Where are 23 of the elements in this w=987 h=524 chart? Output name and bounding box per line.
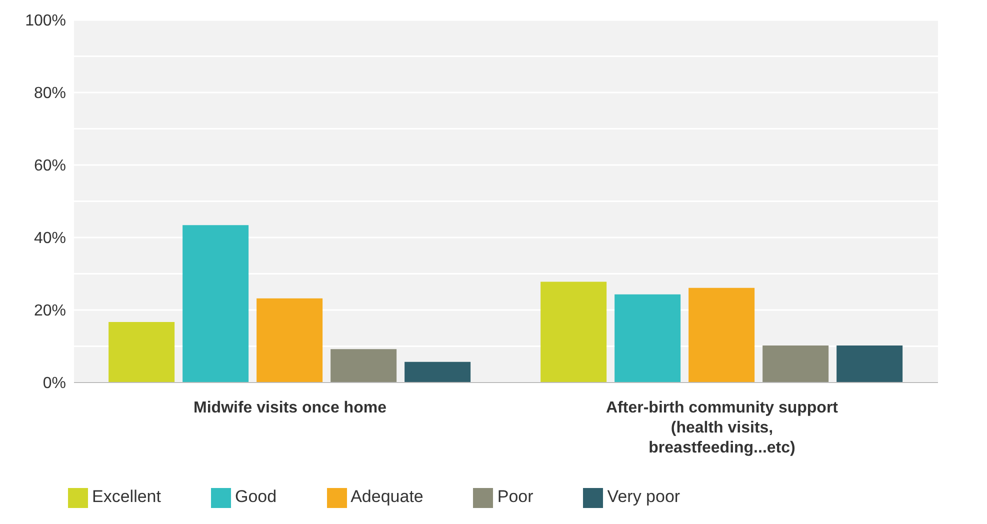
y-tick-label: 80% bbox=[34, 85, 66, 102]
y-tick-label: 60% bbox=[34, 158, 66, 175]
legend-label: Excellent bbox=[92, 487, 161, 506]
bar bbox=[614, 294, 681, 382]
bar bbox=[182, 225, 249, 382]
legend-label: Poor bbox=[497, 487, 534, 506]
x-tick-label: After-birth community support (health visits, breastfeeding...etc) bbox=[606, 399, 839, 456]
bar bbox=[256, 298, 323, 382]
bar bbox=[540, 282, 607, 382]
y-tick-label: 0% bbox=[42, 375, 66, 392]
bar bbox=[404, 362, 471, 382]
x-tick-label: Midwife visits once home bbox=[194, 399, 387, 416]
y-tick-label: 100% bbox=[25, 12, 66, 30]
bar bbox=[836, 346, 903, 382]
legend-label: Very poor bbox=[607, 487, 680, 506]
legend-label: Adequate bbox=[350, 487, 424, 506]
y-tick-label: 20% bbox=[34, 302, 66, 320]
y-tick-label: 40% bbox=[34, 230, 66, 248]
bar bbox=[688, 288, 755, 382]
bar bbox=[762, 346, 829, 382]
legend-label: Good bbox=[234, 487, 277, 506]
bar bbox=[330, 349, 397, 382]
bar bbox=[108, 322, 175, 382]
